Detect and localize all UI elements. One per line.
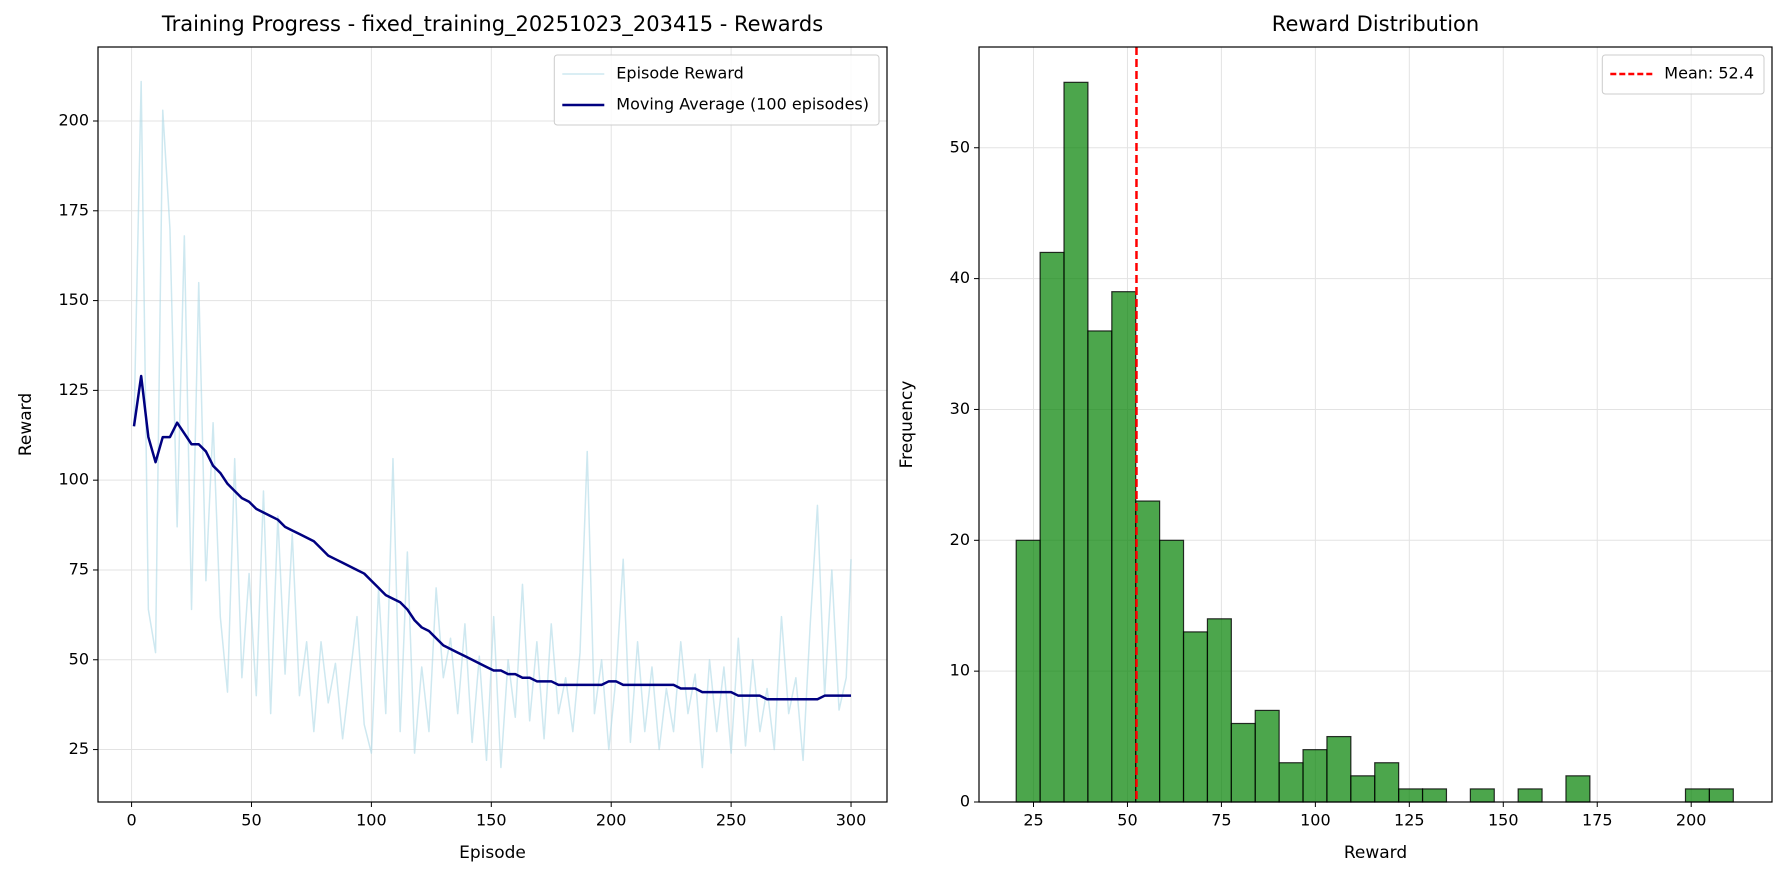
histogram-bar (1087, 330, 1113, 803)
x-tick-label: 300 (836, 811, 867, 830)
x-tick-label: 150 (1488, 811, 1519, 830)
x-tick-label: 25 (1023, 811, 1043, 830)
chart-title: Reward Distribution (1272, 12, 1479, 36)
x-tick-label: 100 (356, 811, 387, 830)
x-tick-label: 75 (1211, 811, 1231, 830)
histogram-bar (1708, 788, 1734, 803)
histogram-bar (1182, 631, 1209, 803)
x-tick-label: 150 (476, 811, 507, 830)
x-tick-label: 250 (716, 811, 747, 830)
y-axis-label: Frequency (897, 381, 917, 469)
histogram-bar (1565, 775, 1591, 803)
x-axis-label: Episode (459, 843, 526, 863)
histogram-bar (1421, 788, 1448, 803)
histogram-bar (1398, 788, 1424, 803)
series-line (132, 374, 852, 701)
y-tick-label: 100 (58, 470, 89, 489)
y-tick-label: 0 (960, 792, 970, 811)
legend-label: Moving Average (100 episodes) (616, 95, 869, 114)
x-tick-label: 0 (126, 811, 136, 830)
legend-label: Mean: 52.4 (1664, 64, 1754, 83)
histogram-bar (1135, 500, 1161, 803)
histogram-bar (1254, 709, 1280, 803)
legend: Episode Reward Moving Average (100 episod… (553, 54, 880, 126)
histogram-bar (1039, 251, 1065, 803)
legend-label: Episode Reward (616, 64, 744, 83)
x-tick-label: 50 (1117, 811, 1137, 830)
x-tick-label: 100 (1300, 811, 1331, 830)
y-tick-label: 75 (69, 559, 89, 578)
x-tick-label: 50 (241, 811, 261, 830)
y-tick-label: 150 (58, 290, 89, 309)
series-line (133, 80, 852, 769)
y-tick-label: 20 (950, 530, 970, 549)
histogram-bar (1326, 735, 1352, 803)
x-axis-label: Reward (1344, 843, 1407, 863)
histogram-bar (1350, 775, 1376, 803)
legend: Mean: 52.4 (1601, 54, 1765, 95)
histogram-bar (1111, 291, 1137, 803)
histogram-bar (1159, 539, 1185, 803)
histogram-bar (1374, 762, 1400, 803)
x-tick-label: 200 (596, 811, 627, 830)
histogram-bar (1063, 81, 1089, 803)
plot-frame (978, 46, 1773, 803)
x-tick-label: 125 (1394, 811, 1425, 830)
y-tick-label: 30 (950, 399, 970, 418)
histogram-bar (1469, 788, 1495, 803)
histogram-bar (1230, 722, 1256, 803)
y-tick-label: 50 (950, 137, 970, 156)
histogram-bar (1517, 788, 1543, 803)
chart-title: Training Progress - fixed_training_20251… (161, 12, 823, 37)
histogram-bar (1015, 539, 1041, 803)
y-tick-label: 200 (58, 110, 89, 129)
y-tick-label: 10 (950, 661, 970, 680)
x-tick-label: 175 (1582, 811, 1613, 830)
histogram-bar (1302, 749, 1328, 803)
plot-frame (97, 46, 888, 803)
y-tick-label: 50 (69, 649, 89, 668)
histogram-bar (1206, 618, 1232, 803)
y-tick-label: 40 (950, 268, 970, 287)
y-tick-label: 175 (58, 200, 89, 219)
y-tick-label: 25 (69, 739, 89, 758)
legend-box (1601, 54, 1765, 95)
y-tick-label: 125 (58, 380, 89, 399)
x-tick-label: 200 (1676, 811, 1707, 830)
legend-box (553, 54, 880, 126)
histogram-bar (1278, 762, 1304, 803)
histogram-bar (1684, 788, 1710, 803)
y-axis-label: Reward (16, 393, 36, 456)
